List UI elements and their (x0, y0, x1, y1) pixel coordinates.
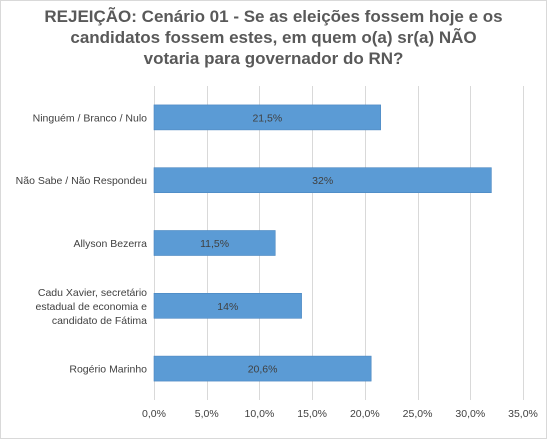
x-tick-label: 30,0% (455, 408, 485, 420)
x-tick-label: 35,0% (508, 408, 538, 420)
x-tick-labels: 0,0% 5,0% 10,0% 15,0% 20,0% 25,0% 30,0% 35,0% (142, 408, 538, 420)
x-tick-label: 5,0% (195, 408, 219, 420)
x-tick-label: 15,0% (297, 408, 327, 420)
bar (153, 292, 302, 319)
chart-title-line-2: candidatos fossem estes, em quem o(a) sr… (70, 28, 477, 47)
category-label: Rogério Marinho (69, 364, 147, 376)
gridlines (154, 86, 524, 400)
bars (153, 104, 492, 382)
x-tick-label: 25,0% (403, 408, 433, 420)
data-label: 20,6% (248, 364, 278, 376)
chart-title-line-3: votaria para governador do RN? (143, 49, 404, 68)
category-label: Não Sabe / Não Respondeu (16, 175, 148, 187)
bar (153, 104, 381, 131)
data-label: 14% (217, 301, 238, 313)
x-tick-label: 0,0% (142, 408, 166, 420)
category-label: Ninguém / Branco / Nulo (33, 112, 148, 124)
bar (153, 355, 372, 382)
chart-title: REJEIÇÃO: Cenário 01 - Se as eleições fo… (0, 6, 547, 69)
data-label: 11,5% (200, 238, 229, 250)
data-label: 21,5% (252, 112, 282, 124)
bar (153, 230, 276, 256)
data-labels: 21,5% 32% 11,5% 14% 20,6% (200, 112, 333, 375)
category-label: Allyson Bezerra (73, 238, 147, 250)
category-labels: Ninguém / Branco / Nulo Não Sabe / Não Re… (16, 112, 148, 375)
x-tick-label: 10,0% (245, 408, 275, 420)
data-label: 32% (312, 175, 333, 187)
bar (153, 167, 492, 193)
category-label: Cadu Xavier, secretário estadual de econo… (36, 287, 148, 327)
x-tick-label: 20,0% (350, 408, 380, 420)
chart-title-line-1: REJEIÇÃO: Cenário 01 - Se as eleições fo… (44, 7, 503, 26)
